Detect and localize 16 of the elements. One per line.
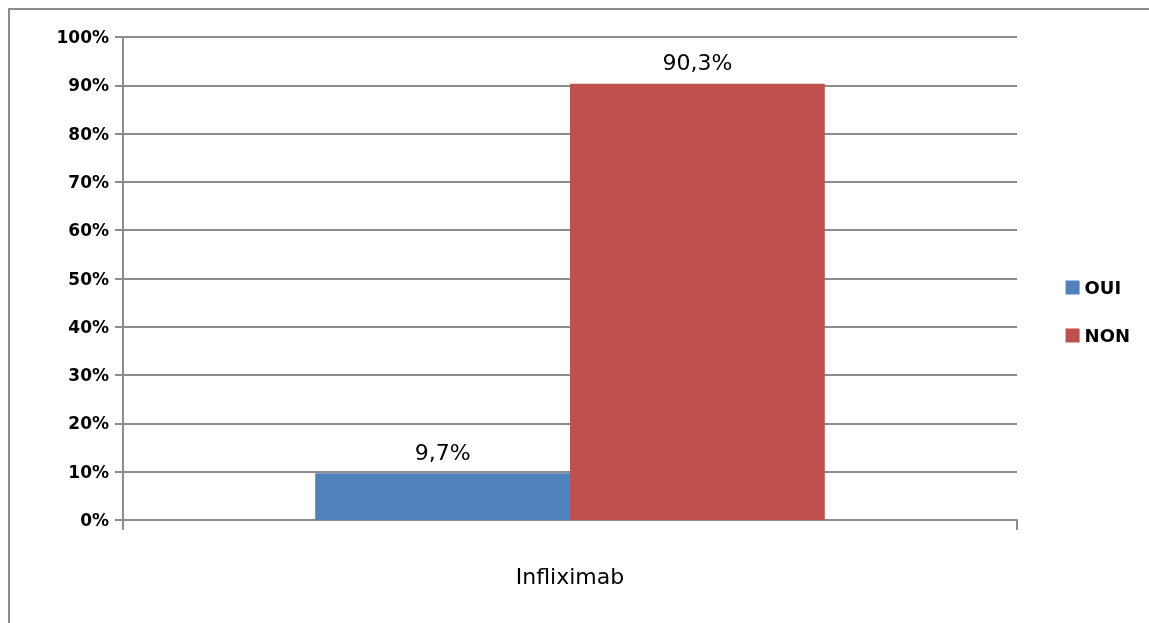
y-tick-label: 0% [80, 510, 109, 530]
y-tick-label: 80% [68, 123, 109, 144]
y-tick-label: 90% [68, 75, 109, 96]
y-tick-label: 20% [68, 413, 109, 434]
y-tick-label: 100% [56, 27, 109, 47]
legend-label: NON [1084, 325, 1131, 346]
y-tick-label: 10% [68, 461, 109, 482]
y-tick-label: 70% [68, 171, 109, 192]
y-tick-label: 50% [68, 268, 109, 289]
x-tick-label: Infliximab [515, 563, 625, 589]
legend-label: OUI [1084, 277, 1122, 298]
data-label: 9,7% [414, 439, 471, 465]
y-tick-label: 40% [68, 316, 109, 337]
data-label: 90,3% [662, 50, 733, 76]
y-tick-label: 60% [68, 220, 109, 241]
y-tick-label: 30% [68, 365, 109, 386]
